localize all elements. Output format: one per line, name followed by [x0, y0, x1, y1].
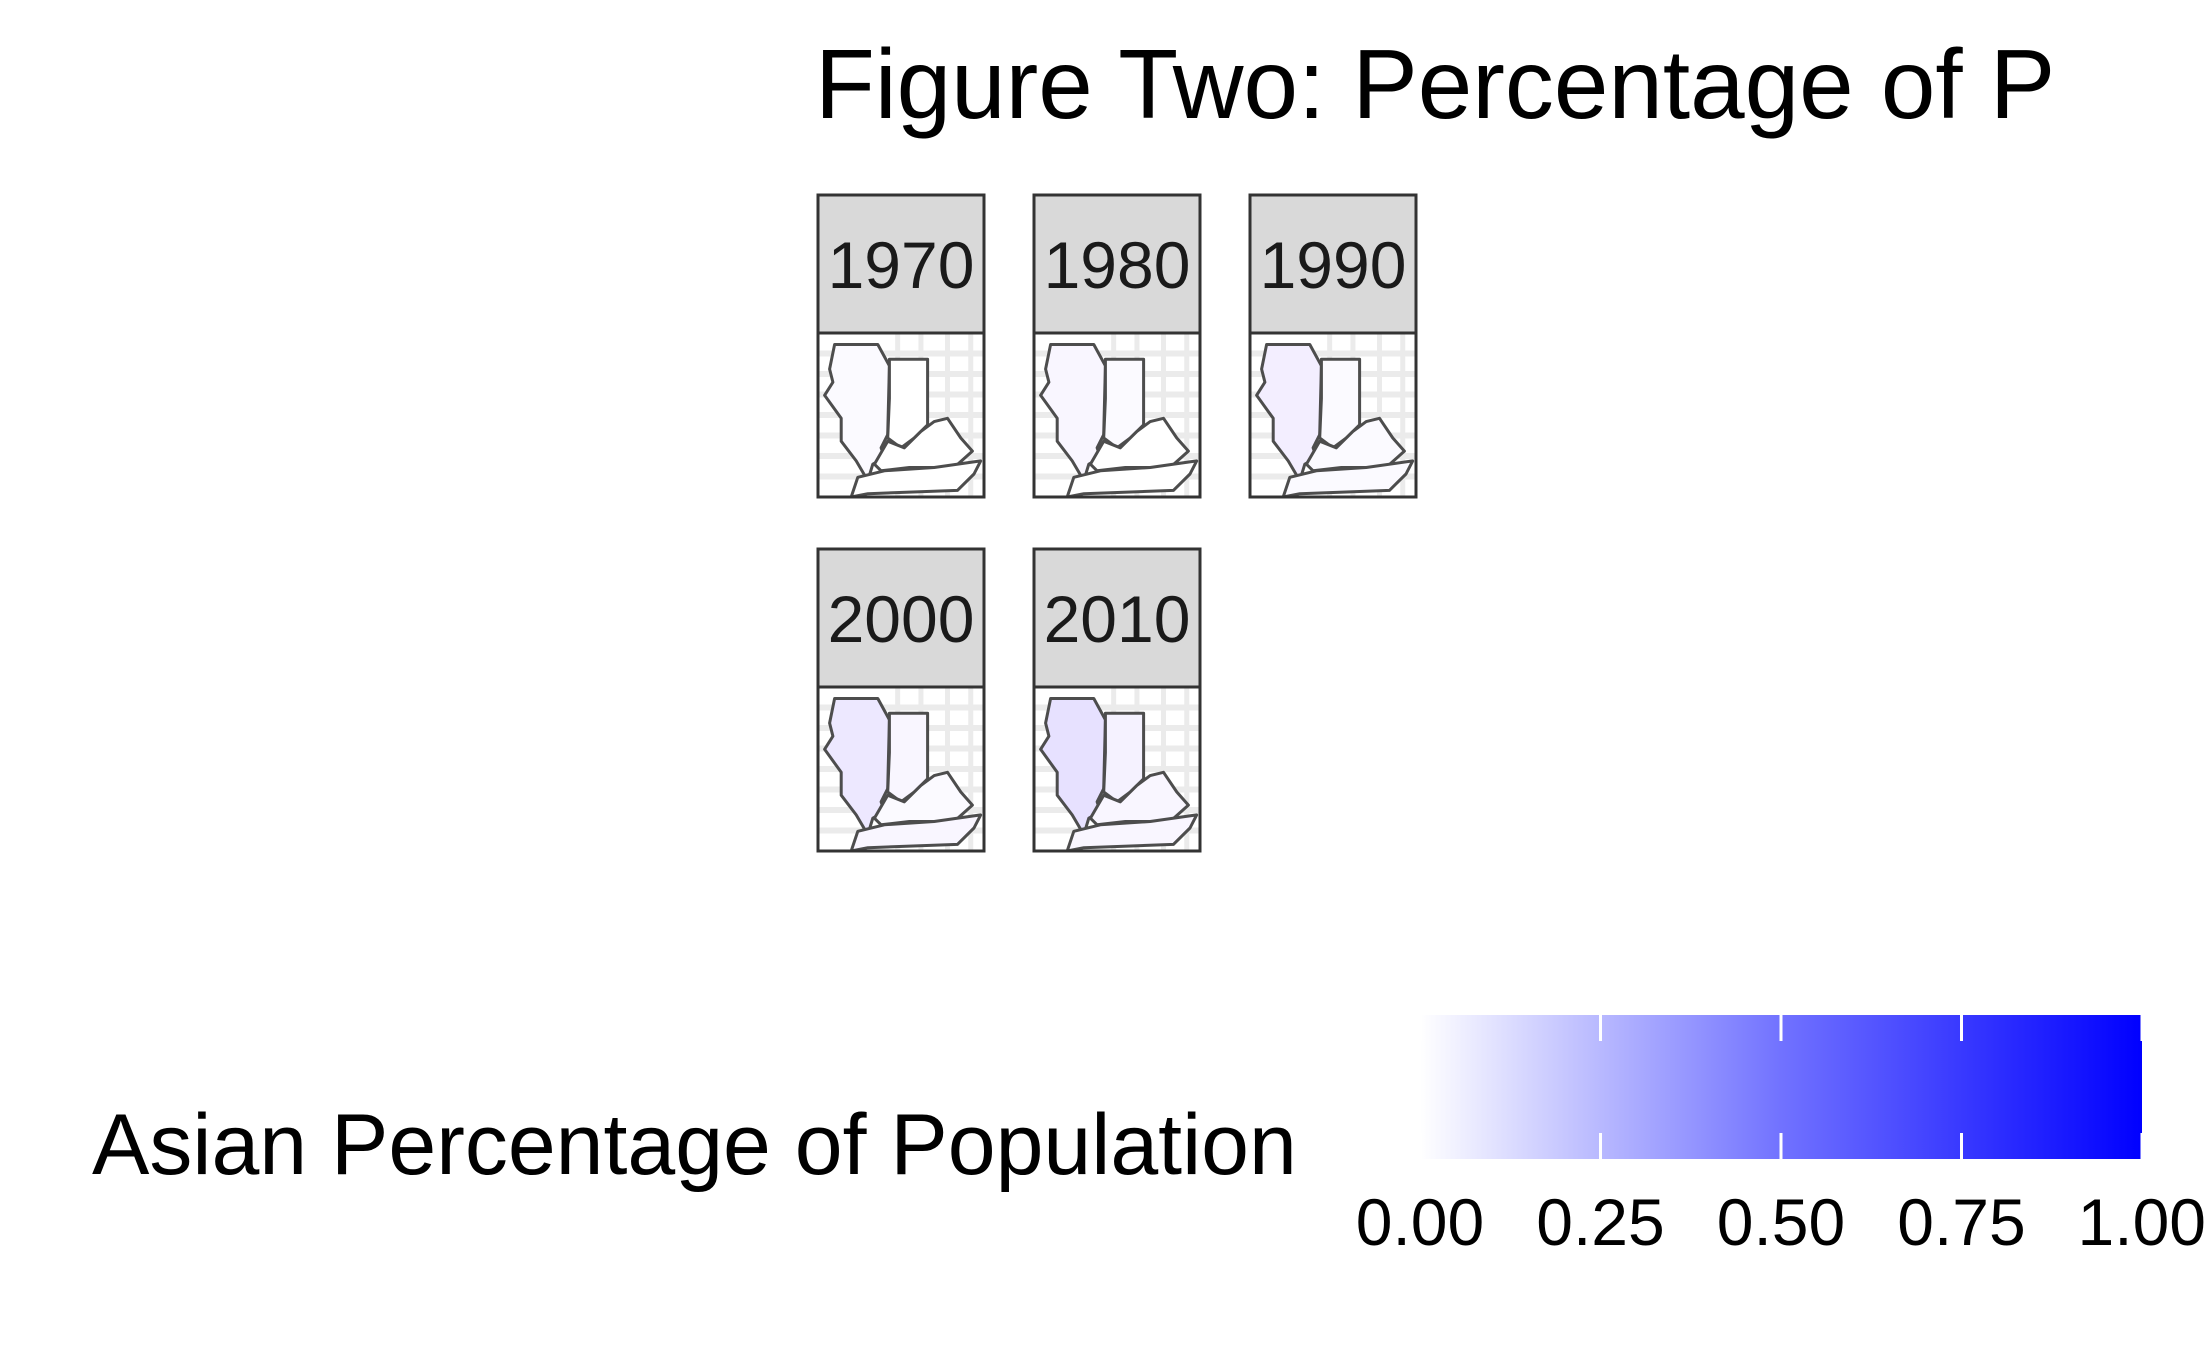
facet-label: 2000 [828, 582, 975, 656]
facet-strip [816, 193, 986, 335]
state-tennessee [849, 813, 983, 853]
legend-tick-label: 0.00 [1356, 1185, 1484, 1259]
map-panel-border [1032, 331, 1202, 499]
facet-strip [816, 547, 986, 689]
map-panel-border [1032, 685, 1202, 853]
facet-1990: 1990 [1248, 193, 1418, 499]
state-tennessee [1281, 459, 1415, 499]
legend-tick-label: 0.25 [1536, 1185, 1664, 1259]
facets: 1970 1980 1990 2000 2010 [816, 193, 1418, 853]
legend-tick-label: 0.50 [1717, 1185, 1845, 1259]
state-illinois [1039, 697, 1107, 837]
map-panel-border [1248, 331, 1418, 499]
facet-strip [1032, 547, 1202, 689]
chart-title: Figure Two: Percentage of P [815, 29, 2055, 139]
state-tennessee [1065, 459, 1199, 499]
state-tennessee [849, 459, 983, 499]
state-illinois [1039, 343, 1107, 483]
facet-strip [1248, 193, 1418, 335]
facet-label: 2010 [1044, 582, 1191, 656]
state-illinois [1255, 343, 1323, 483]
legend-tick-label: 1.00 [2078, 1185, 2206, 1259]
state-illinois [823, 697, 891, 837]
legend: Asian Percentage of Population 0.00 0.25 0… [92, 1015, 2206, 1259]
facet-2010: 2010 [1032, 547, 1202, 853]
map-panel-border [816, 685, 986, 853]
facet-2000: 2000 [816, 547, 986, 853]
facet-1970: 1970 [816, 193, 986, 499]
facet-label: 1970 [828, 228, 975, 302]
map-panel-border [816, 331, 986, 499]
legend-tick-label: 0.75 [1897, 1185, 2025, 1259]
state-tennessee [1065, 813, 1199, 853]
facet-label: 1990 [1260, 228, 1407, 302]
state-illinois [823, 343, 891, 483]
legend-title: Asian Percentage of Population [92, 1097, 1297, 1193]
facet-label: 1980 [1044, 228, 1191, 302]
facet-1980: 1980 [1032, 193, 1202, 499]
